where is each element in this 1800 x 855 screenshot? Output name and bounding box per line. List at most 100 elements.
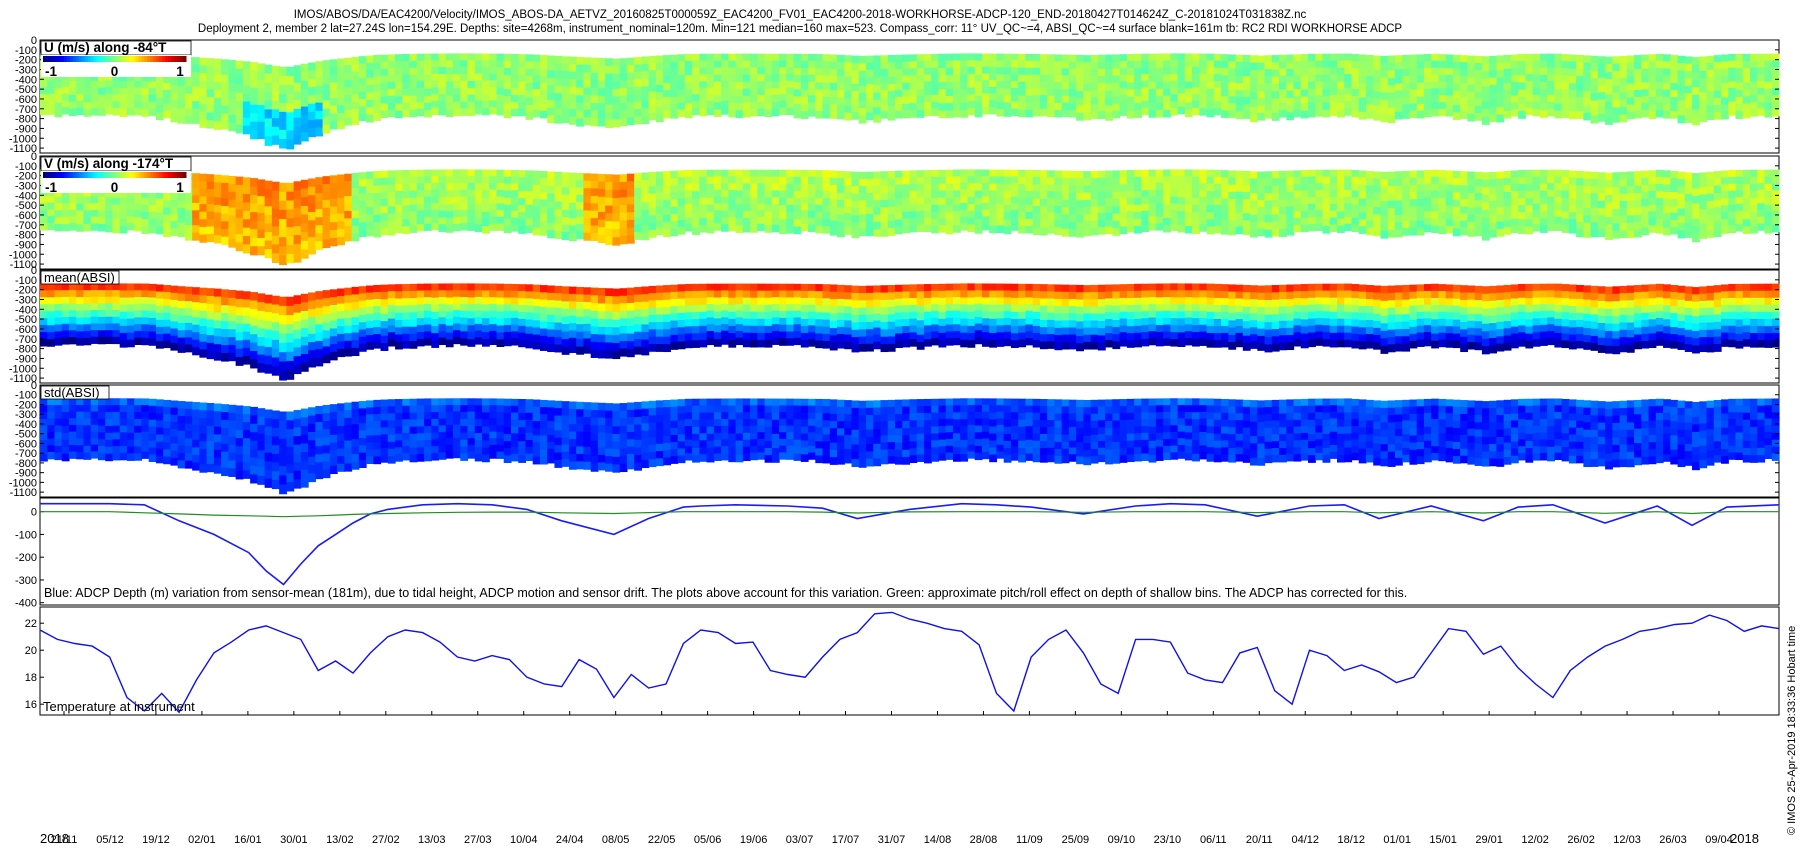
heatmap-cell bbox=[1380, 216, 1388, 224]
heatmap-cell bbox=[1091, 104, 1099, 112]
heatmap-cell bbox=[975, 191, 983, 199]
heatmap-cell bbox=[779, 81, 787, 88]
heatmap-cell bbox=[460, 88, 468, 95]
heatmap-cell bbox=[1359, 212, 1367, 220]
heatmap-cell bbox=[1352, 103, 1360, 111]
heatmap-cell bbox=[1279, 215, 1287, 223]
heatmap-cell bbox=[1728, 95, 1736, 102]
heatmap-cell bbox=[743, 197, 751, 205]
heatmap-cell bbox=[366, 115, 374, 123]
heatmap-cell bbox=[337, 289, 345, 297]
heatmap-cell bbox=[496, 88, 504, 95]
heatmap-cell bbox=[1149, 103, 1157, 111]
heatmap-cell bbox=[1431, 54, 1439, 62]
heatmap-cell bbox=[185, 301, 193, 309]
heatmap-cell bbox=[750, 218, 758, 226]
heatmap-cell bbox=[1612, 78, 1620, 86]
heatmap-cell bbox=[1431, 177, 1439, 185]
heatmap-cell bbox=[149, 298, 157, 305]
heatmap-cell bbox=[1366, 192, 1374, 200]
heatmap-cell bbox=[1120, 226, 1128, 234]
heatmap-cell bbox=[279, 94, 287, 104]
heatmap-cell bbox=[699, 109, 707, 116]
heatmap-cell bbox=[475, 100, 483, 107]
heatmap-cell bbox=[163, 200, 171, 208]
heatmap-cell bbox=[1156, 170, 1164, 177]
heatmap-cell bbox=[837, 76, 845, 84]
heatmap-cell bbox=[1352, 54, 1360, 62]
heatmap-cell bbox=[678, 103, 686, 111]
heatmap-cell bbox=[1475, 63, 1483, 71]
heatmap-cell bbox=[873, 63, 881, 71]
heatmap-cell bbox=[917, 204, 925, 211]
heatmap-cell bbox=[141, 338, 149, 345]
heatmap-cell bbox=[714, 95, 722, 103]
heatmap-cell bbox=[569, 87, 577, 95]
heatmap-cell bbox=[315, 341, 323, 350]
heatmap-cell bbox=[417, 95, 425, 102]
heatmap-cell bbox=[620, 66, 628, 74]
heatmap-cell bbox=[91, 88, 99, 95]
heatmap-cell bbox=[1453, 76, 1461, 84]
heatmap-cell bbox=[678, 199, 686, 207]
heatmap-cell bbox=[1127, 218, 1135, 225]
heatmap-cell bbox=[627, 95, 635, 103]
heatmap-cell bbox=[728, 176, 736, 183]
heatmap-cell bbox=[1424, 204, 1432, 211]
heatmap-cell bbox=[1192, 177, 1200, 185]
heatmap-cell bbox=[1192, 198, 1200, 206]
heatmap-cell bbox=[750, 74, 758, 82]
heatmap-cell bbox=[1163, 75, 1171, 83]
heatmap-cell bbox=[112, 323, 120, 330]
heatmap-cell bbox=[1076, 222, 1084, 230]
heatmap-cell bbox=[1547, 81, 1555, 89]
heatmap-panel-1: 0-100-200-300-400-500-600-700-800-900-10… bbox=[9, 35, 1780, 155]
heatmap-cell bbox=[938, 75, 946, 83]
heatmap-cell bbox=[1685, 115, 1693, 123]
heatmap-cell bbox=[1199, 224, 1207, 231]
heatmap-cell bbox=[1634, 208, 1642, 216]
heatmap-cell bbox=[76, 204, 84, 211]
heatmap-cell bbox=[504, 68, 512, 76]
heatmap-cell bbox=[1279, 229, 1287, 237]
heatmap-cell bbox=[214, 328, 222, 337]
heatmap-cell bbox=[1004, 226, 1012, 234]
heatmap-cell bbox=[699, 218, 707, 226]
heatmap-cell bbox=[105, 330, 113, 337]
heatmap-cell bbox=[272, 227, 280, 237]
heatmap-cell bbox=[1033, 54, 1041, 61]
heatmap-cell bbox=[1707, 172, 1715, 180]
heatmap-cell bbox=[1467, 99, 1475, 107]
heatmap-cell bbox=[1663, 97, 1671, 105]
heatmap-cell bbox=[663, 215, 671, 223]
heatmap-cell bbox=[1620, 179, 1628, 187]
heatmap-cell bbox=[1083, 62, 1091, 70]
heatmap-cell bbox=[583, 72, 591, 80]
heatmap-cell bbox=[1504, 55, 1512, 63]
heatmap-cell bbox=[257, 63, 265, 72]
heatmap-cell bbox=[1352, 110, 1360, 118]
heatmap-cell bbox=[1221, 191, 1229, 199]
heatmap-cell bbox=[257, 179, 265, 188]
heatmap-cell bbox=[765, 89, 773, 97]
heatmap-cell bbox=[1504, 220, 1512, 228]
heatmap-cell bbox=[163, 306, 171, 314]
heatmap-cell bbox=[1656, 96, 1664, 104]
heatmap-cell bbox=[83, 224, 91, 231]
heatmap-cell bbox=[1366, 178, 1374, 186]
heatmap-cell bbox=[554, 216, 562, 224]
heatmap-cell bbox=[938, 89, 946, 97]
heatmap-cell bbox=[866, 200, 874, 208]
heatmap-cell bbox=[1562, 198, 1570, 206]
heatmap-cell bbox=[1605, 202, 1613, 210]
heatmap-cell bbox=[1315, 190, 1323, 197]
heatmap-cell bbox=[352, 294, 360, 302]
heatmap-cell bbox=[1141, 225, 1149, 232]
heatmap-cell bbox=[1004, 170, 1012, 178]
heatmap-cell bbox=[692, 88, 700, 95]
heatmap-cell bbox=[1301, 75, 1309, 83]
heatmap-cell bbox=[373, 193, 381, 201]
heatmap-cell bbox=[612, 206, 620, 214]
heatmap-cell bbox=[540, 76, 548, 84]
heatmap-cell bbox=[1156, 176, 1164, 183]
